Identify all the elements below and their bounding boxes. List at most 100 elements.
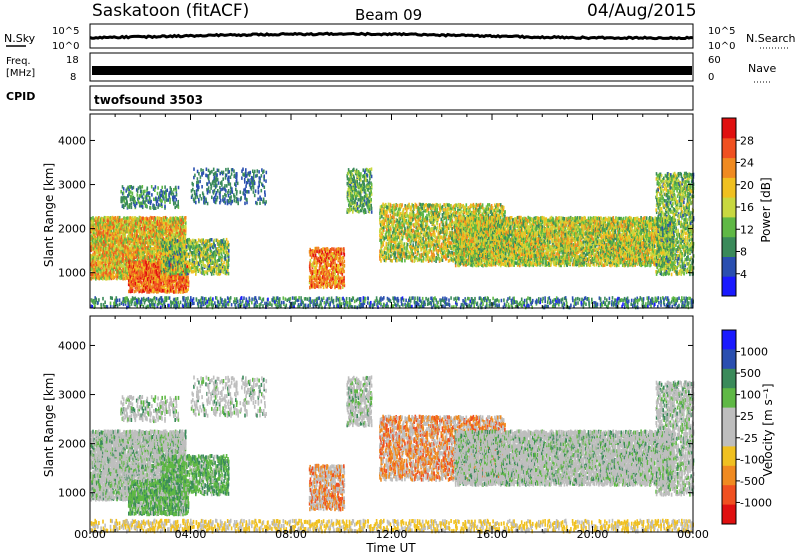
power-cell <box>154 227 157 231</box>
power-cell <box>137 269 140 273</box>
power-cell <box>341 247 343 252</box>
power-cell <box>333 275 336 280</box>
power-cell <box>187 243 189 247</box>
power-cell <box>219 255 221 260</box>
power-cell <box>131 191 134 196</box>
power-cell <box>147 244 150 248</box>
power-cell <box>124 223 126 228</box>
power-cell <box>186 279 188 283</box>
power-cell <box>124 260 126 264</box>
power-cell <box>169 197 171 202</box>
power-cell <box>362 202 364 207</box>
power-cell <box>168 225 170 229</box>
power-cell <box>199 239 202 243</box>
power-cell <box>205 254 207 259</box>
power-cell <box>218 244 220 249</box>
power-cell <box>115 235 118 239</box>
power-cell <box>176 265 178 269</box>
power-cell <box>151 279 153 284</box>
power-cell <box>208 244 211 249</box>
power-cell <box>99 225 101 229</box>
power-cell <box>138 245 141 249</box>
power-cell <box>342 256 345 260</box>
power-cell <box>153 262 155 267</box>
power-cell <box>182 236 184 240</box>
power-cell <box>175 246 178 250</box>
power-cell <box>90 262 92 267</box>
power-cell <box>311 249 314 253</box>
power-cell <box>222 242 225 246</box>
power-cell <box>104 221 106 225</box>
power-cell <box>205 270 208 274</box>
power-cell <box>220 261 223 265</box>
power-cell <box>192 238 194 243</box>
power-cell <box>130 251 133 255</box>
power-cell <box>157 252 159 257</box>
power-cell <box>194 252 196 257</box>
power-cell <box>142 270 145 275</box>
power-cell <box>155 256 158 261</box>
power-cell <box>157 287 159 291</box>
power-cell <box>195 260 197 265</box>
power-cell <box>94 274 96 279</box>
power-cell <box>144 276 147 281</box>
power-cell <box>153 241 156 245</box>
power-cell <box>160 282 163 286</box>
power-cell <box>212 266 214 270</box>
power-cell <box>183 280 185 284</box>
power-cell <box>131 234 134 239</box>
power-cell <box>126 270 129 275</box>
power-cell <box>227 254 230 259</box>
power-cell <box>158 236 161 241</box>
power-cell <box>159 229 162 233</box>
power-cell <box>109 216 112 220</box>
power-cell <box>139 186 142 190</box>
power-cell <box>180 280 183 285</box>
power-cell <box>161 256 164 261</box>
power-cell <box>155 287 157 292</box>
power-cell <box>121 218 123 222</box>
power-cell <box>203 248 205 252</box>
power-cell <box>141 242 143 246</box>
power-cell <box>102 264 104 268</box>
power-cell <box>213 260 216 264</box>
power-cell <box>187 268 189 272</box>
power-cell <box>188 260 191 265</box>
power-cell <box>172 250 175 254</box>
power-cell <box>214 262 216 266</box>
power-cell <box>209 246 212 251</box>
power-cell <box>162 254 164 258</box>
power-cell <box>127 242 130 247</box>
power-cell <box>142 256 144 260</box>
power-cell <box>95 228 97 232</box>
power-cell <box>115 240 118 244</box>
power-cell <box>191 262 193 267</box>
power-cell <box>146 238 149 242</box>
power-cell <box>114 234 116 239</box>
power-cell <box>181 267 184 271</box>
power-cell <box>159 268 161 272</box>
power-cell <box>225 262 228 266</box>
power-cell <box>110 232 112 237</box>
power-cell <box>109 221 111 225</box>
power-cell <box>134 260 136 265</box>
power-cell <box>97 262 99 267</box>
power-cell <box>220 244 223 248</box>
power-cell <box>161 238 164 243</box>
power-cell <box>140 227 143 231</box>
power-cell <box>343 247 345 251</box>
power-cell <box>98 274 100 279</box>
power-cell <box>160 202 163 206</box>
power-cell <box>204 270 206 274</box>
power-cell <box>186 240 189 244</box>
power-cell <box>180 228 183 232</box>
power-cell <box>128 260 130 264</box>
power-cell <box>171 271 174 275</box>
power-cell <box>213 238 216 243</box>
power-cell <box>131 252 133 257</box>
power-cell <box>224 257 227 261</box>
power-cell <box>149 253 152 258</box>
power-cell <box>182 224 185 229</box>
power-cell <box>181 274 183 278</box>
power-cell <box>94 273 97 277</box>
